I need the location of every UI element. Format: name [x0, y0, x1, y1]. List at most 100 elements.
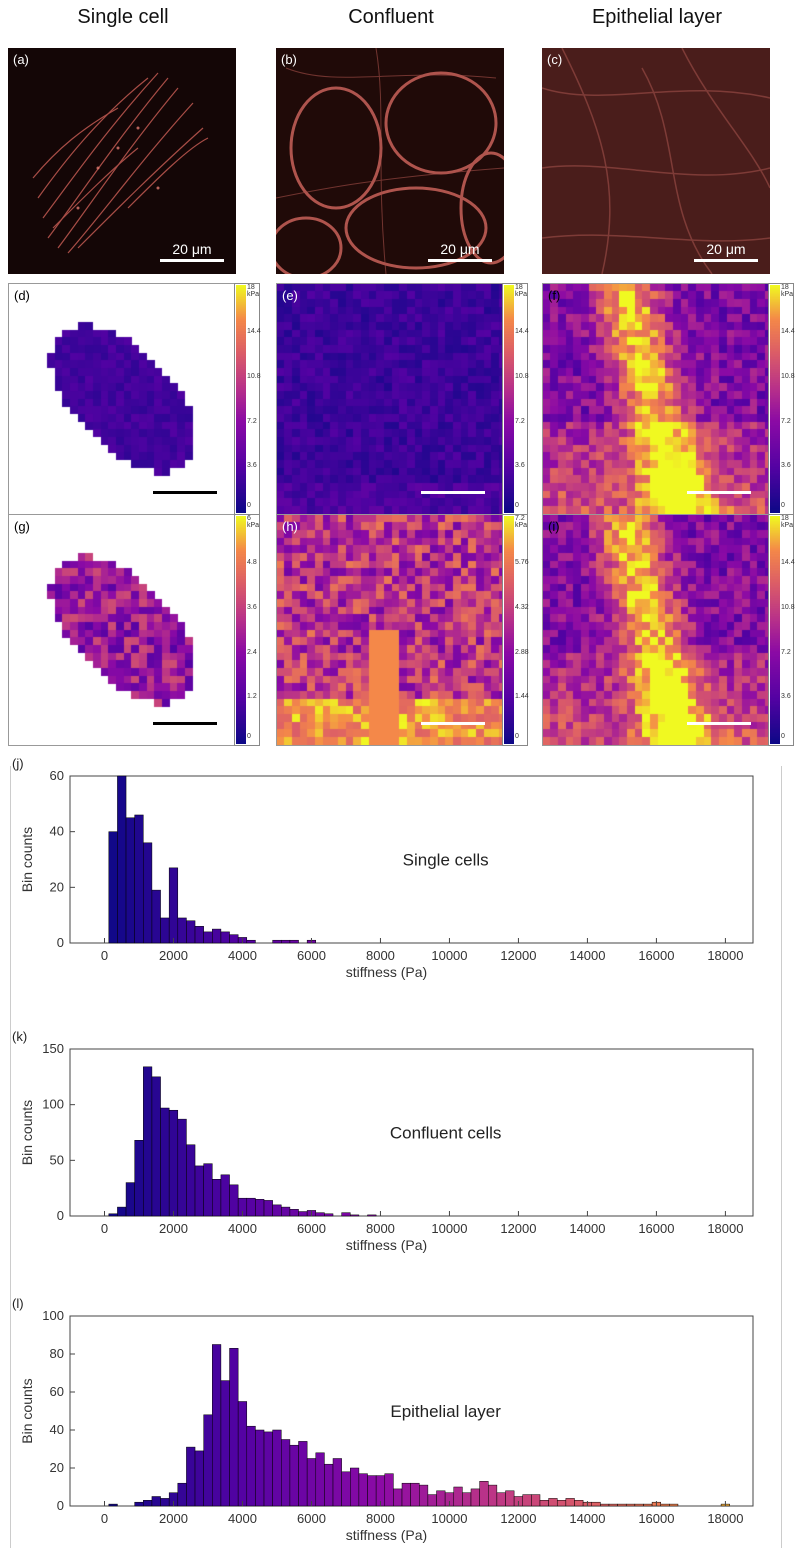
colorbar-h-gradient	[504, 516, 514, 744]
hist-k-xtick-label: 0	[101, 1221, 108, 1236]
hist-l-bar	[177, 1482, 187, 1507]
hist-l-bar	[488, 1484, 498, 1507]
hist-j-bar	[160, 917, 170, 944]
colorbar-d-tick: 18 kPa	[247, 284, 260, 298]
hist-l-bar	[332, 1458, 342, 1507]
colorbar-g-tick: 2.4	[247, 649, 257, 656]
micrograph-b-image	[276, 48, 504, 274]
hist-l-bar	[462, 1492, 472, 1507]
hist-l-bar	[660, 1503, 670, 1507]
hist-l-bar	[298, 1441, 308, 1507]
hist-k-bar	[246, 1197, 256, 1217]
colorbar-d-tick: 7.2	[247, 418, 257, 425]
hist-j-xtick-label: 4000	[228, 948, 257, 963]
hist-k-ytick-label: 50	[50, 1152, 64, 1167]
hist-k-bar	[203, 1163, 213, 1217]
hist-l-bar	[410, 1482, 420, 1507]
hist-l-bar	[350, 1467, 360, 1507]
hist-j-xtick-label: 0	[101, 948, 108, 963]
stiffness-map-i-image	[543, 515, 773, 745]
hist-l-bar	[229, 1348, 239, 1507]
hist-k-bar	[186, 1144, 196, 1217]
scale-bar-a: 20 μm	[160, 241, 224, 262]
hist-l-xtick-label: 6000	[297, 1511, 326, 1526]
hist-j-ytick-label: 20	[50, 879, 64, 894]
hist-l-ytick-label: 100	[42, 1308, 64, 1323]
hist-l-bar	[160, 1498, 170, 1507]
hist-l-bar	[617, 1503, 627, 1507]
hist-j-xtick-label: 2000	[159, 948, 188, 963]
scale-bar-i	[687, 722, 751, 725]
panel-label-j: (j)	[12, 756, 24, 771]
hist-k-bar	[350, 1214, 360, 1217]
hist-k-xtick-label: 6000	[297, 1221, 326, 1236]
hist-k-xtick-label: 18000	[707, 1221, 743, 1236]
panel-label-f: (f)	[548, 288, 561, 303]
hist-k-bar	[168, 1109, 179, 1217]
hist-k-xtick-label: 14000	[569, 1221, 605, 1236]
colorbar-i-tick: 10.8	[781, 604, 795, 611]
hist-j-xtick-label: 12000	[500, 948, 536, 963]
hist-k-bar	[177, 1118, 187, 1217]
colorbar-e-tick: 10.8	[515, 373, 529, 380]
hist-l-bar	[591, 1501, 601, 1507]
hist-j-xtick-label: 14000	[569, 948, 605, 963]
hist-l-bar	[522, 1494, 532, 1507]
hist-l-bar	[203, 1414, 213, 1507]
colorbar-h-tick: 5.76	[515, 559, 529, 566]
hist-k-annotation: Confluent cells	[390, 1124, 502, 1143]
hist-l-bar	[220, 1380, 230, 1507]
column-title-confluent: Confluent	[348, 6, 434, 28]
hist-l-bar	[401, 1482, 411, 1507]
hist-j-bar	[203, 931, 213, 944]
hist-l-bar	[634, 1503, 644, 1507]
hist-l-bar	[539, 1500, 549, 1507]
panel-label-g: (g)	[14, 519, 30, 534]
hist-k-ytick-label: 0	[57, 1208, 64, 1223]
colorbar-d-tick: 14.4	[247, 328, 261, 335]
colorbar-i-tick: 18 kPa	[781, 515, 794, 529]
hist-l-xtick-label: 2000	[159, 1511, 188, 1526]
hist-k-xtick-label: 2000	[159, 1221, 188, 1236]
hist-l-bar	[608, 1503, 618, 1507]
hist-l-bar	[479, 1481, 489, 1507]
hist-k-bar	[108, 1213, 118, 1217]
hist-k-xtick-label: 16000	[638, 1221, 674, 1236]
hist-k-bar	[263, 1200, 273, 1217]
stiffness-map-e-image	[277, 284, 507, 514]
hist-j-xtick-label: 8000	[366, 948, 395, 963]
hist-l-axes-box	[69, 1315, 754, 1507]
hist-l-bar	[384, 1473, 394, 1507]
hist-k-xtick-label: 12000	[500, 1221, 536, 1236]
hist-j-bar	[151, 889, 161, 944]
micrograph-a: (a) 20 μm	[8, 48, 236, 274]
hist-k-bar	[229, 1184, 239, 1217]
hist-l-bar	[263, 1431, 273, 1507]
hist-l-xtick-label: 12000	[500, 1511, 536, 1526]
hist-j-bar	[272, 939, 282, 944]
colorbar-g-tick: 0	[247, 733, 251, 740]
colorbar-i: 18 kPa 14.4 10.8 7.2 3.6 0	[768, 514, 795, 746]
hist-l-xtick-label: 14000	[569, 1511, 605, 1526]
hist-j-bar	[289, 939, 299, 944]
scale-bar-f	[687, 491, 751, 494]
panel-label-b: (b)	[281, 52, 297, 67]
colorbar-i-tick: 3.6	[781, 693, 791, 700]
hist-l-bar	[427, 1494, 437, 1507]
colorbar-h-tick: 0	[515, 733, 519, 740]
hist-k-bar	[125, 1182, 135, 1217]
hist-l-bar	[505, 1490, 515, 1507]
colorbar-f-gradient	[770, 285, 780, 513]
hist-k-xlabel: stiffness (Pa)	[346, 1237, 427, 1253]
hist-l-ylabel: Bin counts	[19, 1378, 35, 1443]
hist-l-bar	[470, 1488, 480, 1507]
colorbar-h: 7.2 kPa 5.76 4.32 2.88 1.44 0	[502, 514, 529, 746]
scale-bar-g	[153, 722, 217, 725]
hist-l-bar	[255, 1429, 265, 1507]
hist-k-bar	[134, 1140, 144, 1217]
hist-l-bar	[289, 1444, 299, 1507]
hist-k-bar	[151, 1076, 161, 1217]
hist-k-bar	[289, 1209, 299, 1217]
colorbar-g-tick: 6 kPa	[247, 515, 260, 529]
colorbar-g-tick: 4.8	[247, 559, 257, 566]
